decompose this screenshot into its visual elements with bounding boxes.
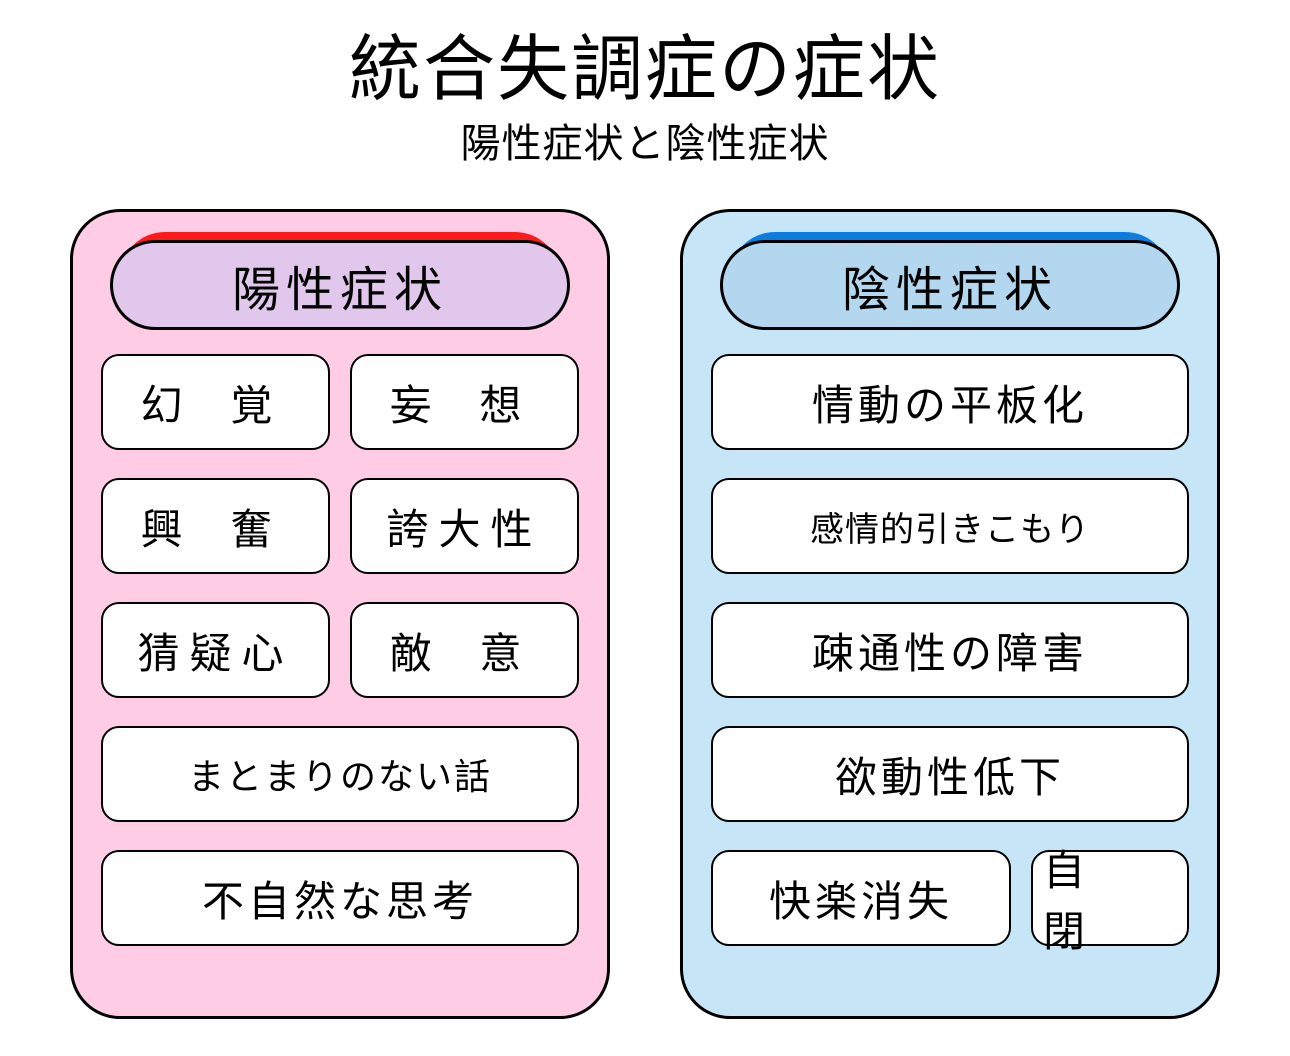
row: 快楽消失 自 閉 [711, 850, 1189, 946]
row: 猜疑心 敵 意 [101, 602, 579, 698]
negative-symptoms-panel: 陰性症状 情動の平板化 感情的引きこもり 疎通性の障害 欲動性低下 快楽消失 自… [680, 209, 1220, 1019]
row: 情動の平板化 [711, 354, 1189, 450]
symptom-chip: 興 奮 [101, 478, 330, 574]
symptom-chip: 猜疑心 [101, 602, 330, 698]
row: 感情的引きこもり [711, 478, 1189, 574]
symptom-chip: 欲動性低下 [711, 726, 1189, 822]
negative-header: 陰性症状 [720, 240, 1180, 330]
symptom-chip: 疎通性の障害 [711, 602, 1189, 698]
row: 興 奮 誇大性 [101, 478, 579, 574]
symptom-chip: 敵 意 [350, 602, 579, 698]
symptom-chip: 妄 想 [350, 354, 579, 450]
row: 欲動性低下 [711, 726, 1189, 822]
symptom-chip: 誇大性 [350, 478, 579, 574]
row: 疎通性の障害 [711, 602, 1189, 698]
main-title: 統合失調症の症状 [349, 10, 941, 115]
symptom-chip: 情動の平板化 [711, 354, 1189, 450]
negative-header-wrap: 陰性症状 [720, 240, 1180, 330]
positive-header: 陽性症状 [110, 240, 570, 330]
row: 不自然な思考 [101, 850, 579, 946]
symptom-chip: 不自然な思考 [101, 850, 579, 946]
positive-rows: 幻 覚 妄 想 興 奮 誇大性 猜疑心 敵 意 まとまりのない話 不自然な思考 [101, 354, 579, 946]
row: まとまりのない話 [101, 726, 579, 822]
symptom-chip: 感情的引きこもり [711, 478, 1189, 574]
symptom-chip: 快楽消失 [711, 850, 1011, 946]
symptom-chip: 幻 覚 [101, 354, 330, 450]
positive-header-wrap: 陽性症状 [110, 240, 570, 330]
positive-symptoms-panel: 陽性症状 幻 覚 妄 想 興 奮 誇大性 猜疑心 敵 意 まとまりのない話 不自… [70, 209, 610, 1019]
symptom-chip: まとまりのない話 [101, 726, 579, 822]
symptom-chip: 自 閉 [1031, 850, 1189, 946]
panels-container: 陽性症状 幻 覚 妄 想 興 奮 誇大性 猜疑心 敵 意 まとまりのない話 不自… [70, 209, 1220, 1019]
row: 幻 覚 妄 想 [101, 354, 579, 450]
subtitle: 陽性症状と陰性症状 [461, 111, 830, 169]
negative-rows: 情動の平板化 感情的引きこもり 疎通性の障害 欲動性低下 快楽消失 自 閉 [711, 354, 1189, 946]
